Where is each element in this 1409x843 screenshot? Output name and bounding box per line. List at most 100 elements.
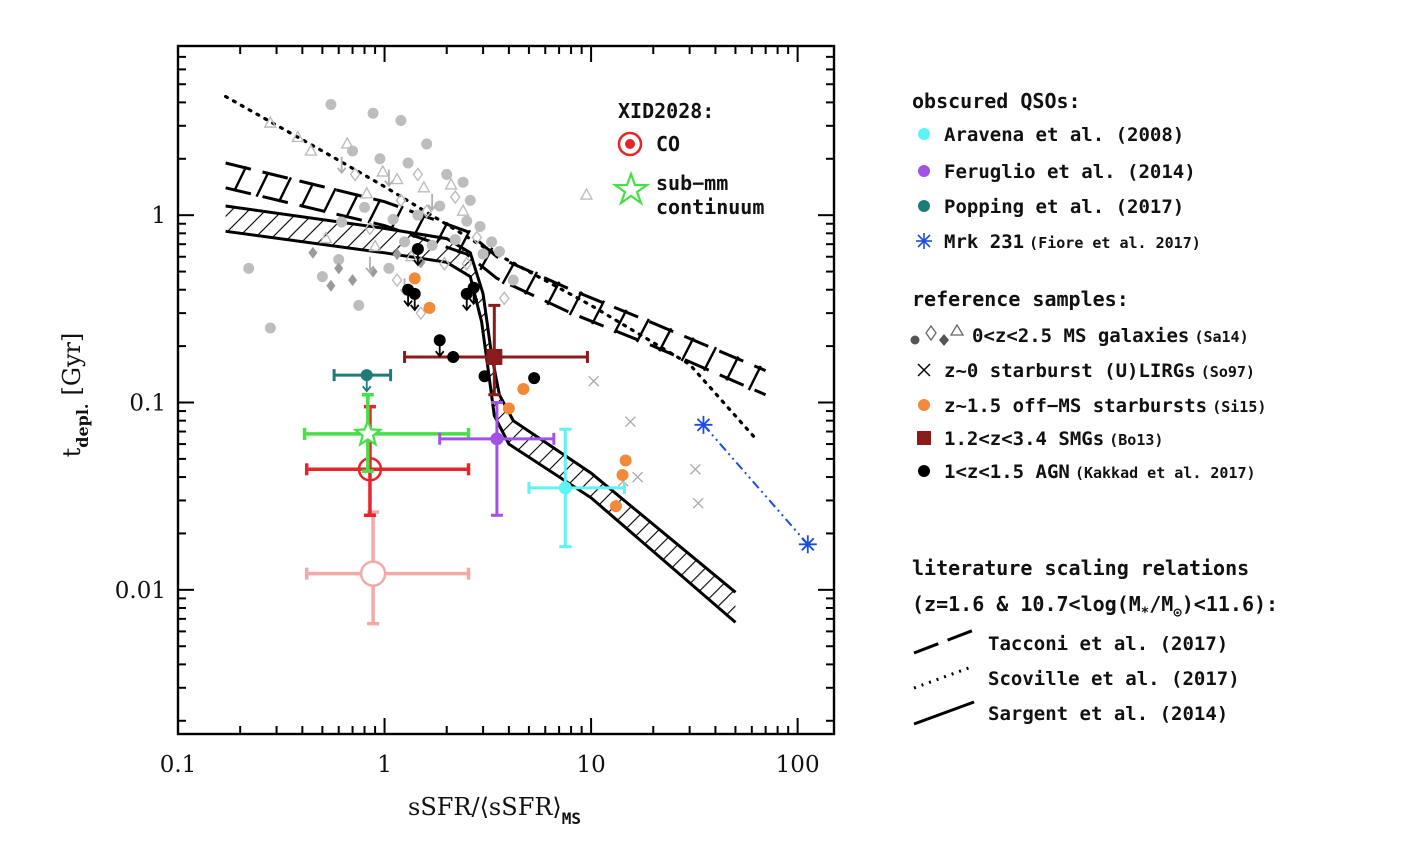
agn-upper-limit: [413, 248, 423, 267]
tacconi-relation-lower: [225, 186, 767, 397]
ms-diamond-point: [415, 305, 427, 321]
ms-triangle-point: [456, 203, 470, 216]
offms-point: [609, 500, 622, 513]
ms-galaxy-point: [353, 299, 365, 311]
lit-h2e: )<11.6):: [1182, 592, 1278, 616]
tacconi-hatch: [568, 291, 583, 316]
agn-upper-limit: [468, 287, 479, 306]
legend-ms-circle: [910, 335, 920, 345]
legend-agn-ref: (Kakkad et al. 2017): [1075, 464, 1256, 482]
legend-ulirg-ref: (So97): [1201, 363, 1255, 381]
x-tick-label: 0.1: [160, 752, 197, 778]
offms-point: [517, 383, 530, 396]
y-axis-label: tdepl. [Gyr]: [58, 333, 92, 458]
legend-mrk-label: Mrk 231 (Fiore et al. 2017): [944, 231, 1201, 253]
legend-tacconi-line: [913, 628, 975, 655]
ms-galaxy-point: [359, 201, 371, 213]
legend-agn-marker: [918, 465, 930, 477]
ms-triangle-point: [390, 172, 404, 185]
offms-point: [619, 454, 632, 467]
tacconi-hatch: [680, 337, 695, 362]
legend-aravena-marker: [918, 128, 930, 140]
scoville-relation: [224, 94, 757, 440]
tacconi-relation-upper: [225, 161, 767, 372]
ms-diamond-point: [471, 230, 483, 245]
mrk-line: [702, 424, 809, 545]
ms-triangle-point: [417, 180, 431, 193]
x-tick-label: 10: [576, 752, 605, 778]
legend-sargent-line: [913, 700, 975, 726]
ms-galaxy-point: [474, 221, 486, 233]
agn-upper-limit: [403, 289, 413, 308]
scaling-relations: [224, 94, 767, 624]
mrk-point: [694, 415, 713, 434]
ms-galaxy-point: [457, 176, 469, 188]
legend-smg-label: 1.2<z<3.4 SMGs (Bo13): [944, 428, 1163, 450]
ms-filled-diamond-point: [348, 274, 358, 287]
ms-galaxy-point: [336, 216, 348, 228]
xid-co-marker-dot: [625, 139, 635, 149]
legend-smg-ref: (Bo13): [1109, 431, 1163, 449]
tacconi-hatch: [255, 171, 270, 198]
legend-ms-label: 0<z<2.5 MS galaxies (Sa14): [972, 325, 1249, 347]
ms-filled-diamond-point: [326, 279, 336, 292]
legend-ref-header: reference samples:: [912, 287, 1129, 311]
ulirg-point: [692, 497, 704, 509]
data-points: [243, 98, 817, 626]
y-axis-label-unit: [Gyr]: [58, 333, 86, 396]
y-tick-label: 0.01: [115, 578, 166, 604]
ms-galaxy-point: [367, 107, 379, 119]
ulirg-point: [689, 463, 701, 475]
legend-ulirg-marker: [917, 363, 931, 377]
ms-galaxy-point: [461, 215, 473, 227]
offms-point: [616, 469, 629, 482]
xid-submm-marker: [352, 417, 384, 447]
legend-feruglio-marker: [918, 165, 930, 177]
legend-ulirg-label: z~0 starburst (U)LIRGs (So97): [944, 360, 1255, 382]
legend-smg-marker: [917, 431, 931, 445]
plot-frame: [176, 44, 836, 736]
agn-point: [447, 350, 460, 363]
xid-submm-label-2: continuum: [656, 195, 764, 219]
ms-triangle-point: [579, 187, 594, 200]
mrk-point: [798, 535, 817, 554]
offms-point: [502, 402, 515, 415]
agn-upper-limit: [462, 293, 472, 312]
tacconi-hatch: [635, 318, 650, 343]
tacconi-hatch: [277, 176, 292, 203]
tacconi-hatch: [322, 187, 337, 214]
aravena-point: [558, 481, 572, 495]
legend-tacconi-label: Tacconi et al. (2017): [988, 633, 1228, 655]
ms-galaxy-point: [387, 213, 399, 225]
ms-galaxy-point: [395, 115, 407, 127]
tacconi-hatch: [591, 300, 606, 325]
tacconi-hatch: [613, 309, 628, 334]
xid2028-legend: XID2028: CO sub−mm continuum: [611, 99, 764, 219]
agn-upper-limit: [435, 340, 445, 358]
xid-co-marker-ring: [357, 457, 383, 482]
legend-offms-marker: [918, 399, 930, 411]
tacconi-hatch: [412, 213, 427, 239]
ms-galaxy-point: [383, 262, 395, 274]
legend-ms-ref: (Sa14): [1194, 328, 1248, 346]
agn-upper-limit: [410, 293, 420, 312]
ms-galaxy-point: [421, 138, 433, 150]
legend-feruglio-label: Feruglio et al. (2014): [944, 161, 1196, 183]
ms-diamond-point: [364, 221, 376, 236]
ulirg-point: [632, 471, 644, 483]
xid-co-marker: [617, 131, 643, 157]
agn-point: [478, 370, 491, 383]
ms-triangle-point: [376, 164, 390, 177]
x-tick-label: 1: [377, 752, 392, 778]
tacconi-hatch: [501, 261, 516, 285]
legend-ms-diamond-filled: [939, 334, 949, 346]
tacconi-hatch: [747, 365, 762, 391]
ms-galaxy-point: [486, 236, 498, 248]
ms-galaxy-point: [264, 322, 276, 334]
ms-triangle-point: [319, 231, 333, 244]
ms-triangle-point: [404, 249, 419, 262]
ms-diamond-point: [391, 272, 403, 288]
offms-point: [408, 272, 421, 285]
ms-triangle-point: [368, 239, 382, 252]
legend-ms-diamond-open: [925, 324, 937, 342]
